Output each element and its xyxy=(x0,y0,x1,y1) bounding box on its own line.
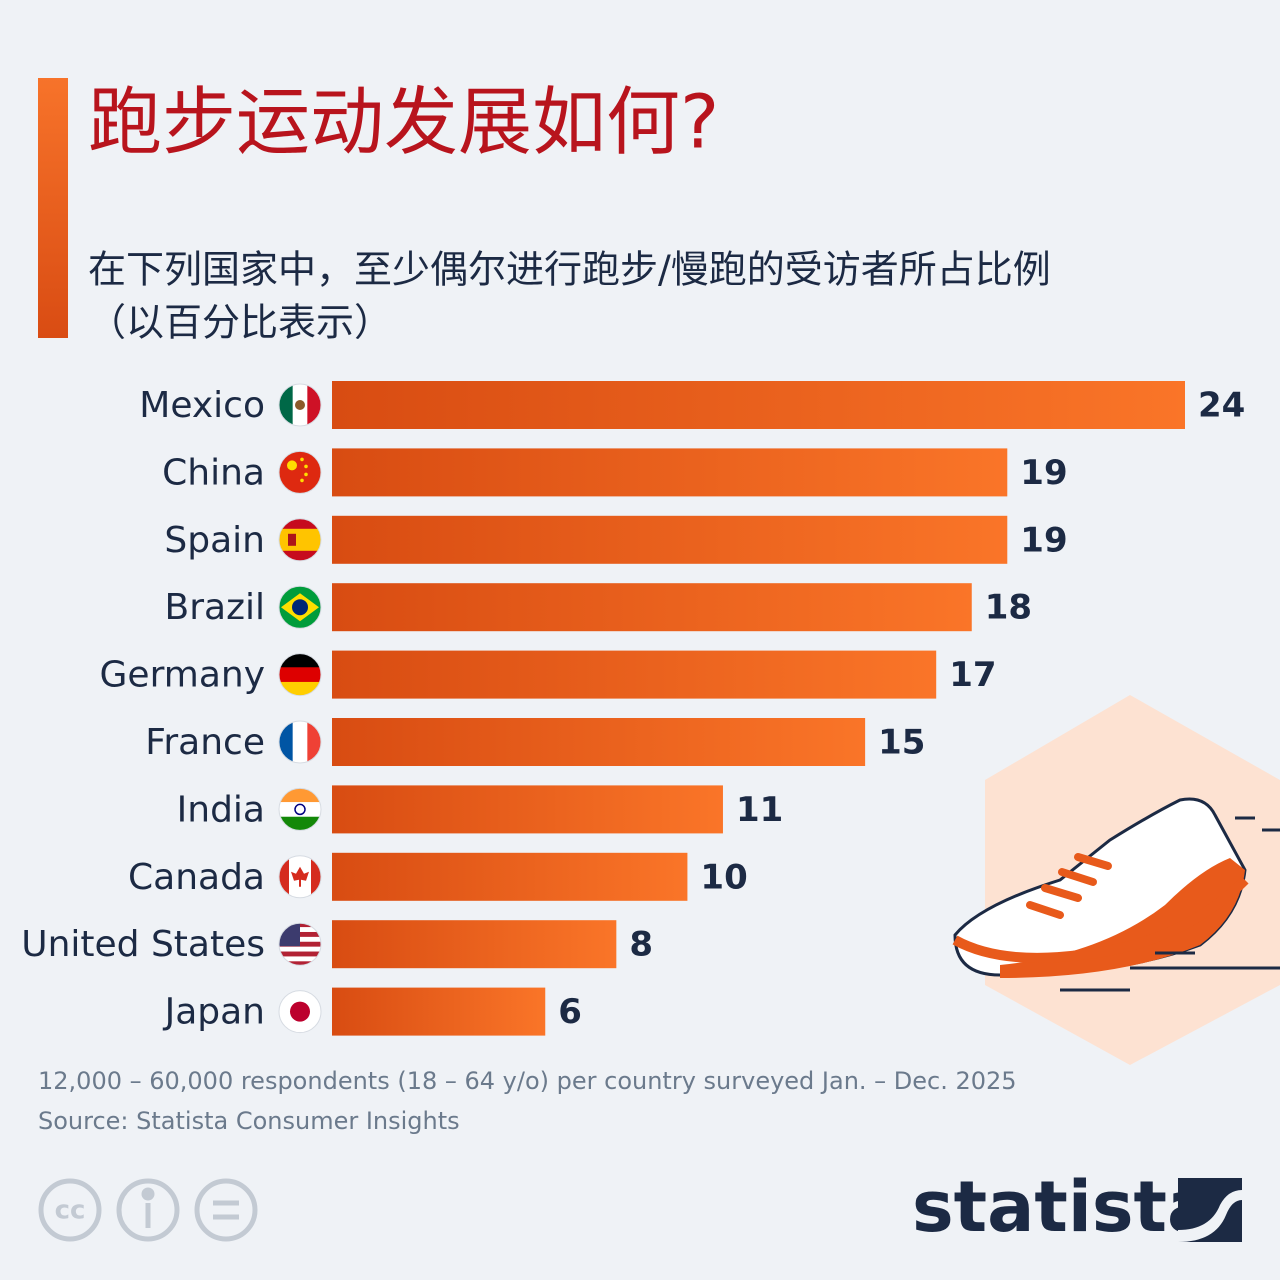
flag-stripe xyxy=(279,961,321,966)
flag xyxy=(279,518,321,561)
flag-stripe xyxy=(279,802,321,818)
source: Source: Statista Consumer Insights xyxy=(38,1107,460,1135)
flag-stripe xyxy=(279,951,321,957)
flag-stripe xyxy=(279,788,321,803)
flag xyxy=(279,990,321,1033)
category-label: China xyxy=(162,452,265,493)
flag-border xyxy=(278,585,322,629)
flag-stripe xyxy=(311,855,321,898)
subtitle: 在下列国家中，至少偶尔进行跑步/慢跑的受访者所占比例 xyxy=(88,248,1051,292)
bar xyxy=(332,920,617,969)
flag-star xyxy=(300,457,304,462)
flag-stripe xyxy=(279,518,321,530)
flag-star xyxy=(304,472,308,477)
bar xyxy=(332,448,1008,497)
value-label: 10 xyxy=(700,857,747,897)
value-label: 11 xyxy=(736,790,783,830)
category-label: Mexico xyxy=(139,385,265,426)
category-label: France xyxy=(145,722,265,763)
flag-stripe xyxy=(279,667,321,683)
category-label: Brazil xyxy=(165,587,265,628)
subtitle: （以百分比表示） xyxy=(88,301,392,345)
flag-border xyxy=(278,518,322,562)
bar xyxy=(332,381,1185,429)
flag-border xyxy=(278,383,322,427)
license-text: cc xyxy=(55,1196,86,1226)
value-label: 24 xyxy=(1198,386,1245,426)
value-label: 19 xyxy=(1020,453,1067,493)
accent-stripe xyxy=(38,78,68,338)
flag-globe xyxy=(292,599,308,616)
flag xyxy=(279,788,321,831)
value-label: 18 xyxy=(985,588,1032,628)
flag-stripe xyxy=(279,539,321,552)
flag-stripe xyxy=(307,721,321,763)
bar xyxy=(332,987,546,1036)
flag-stripe xyxy=(279,855,290,898)
flag xyxy=(279,653,321,696)
flag-stripe xyxy=(279,956,321,962)
category-label: Spain xyxy=(164,520,265,561)
flag-stripe xyxy=(279,946,321,953)
flag-emblem xyxy=(295,400,305,410)
value-label: 17 xyxy=(949,655,996,695)
bar xyxy=(332,718,866,766)
flag-star xyxy=(300,478,304,483)
flag xyxy=(279,384,321,426)
flag xyxy=(279,586,321,629)
flag-stripe xyxy=(292,721,308,763)
flag-stripe xyxy=(279,681,321,696)
flag-border xyxy=(278,922,322,966)
flag-border xyxy=(278,787,322,831)
shoe-illustration xyxy=(952,695,1280,1065)
flag-border xyxy=(278,720,322,764)
flag-stripe xyxy=(279,384,294,426)
category-label: Japan xyxy=(163,992,265,1033)
category-label: India xyxy=(177,789,265,830)
footnote: 12,000 – 60,000 respondents (18 – 64 y/o… xyxy=(38,1067,1017,1095)
flag xyxy=(279,451,321,494)
flag-border xyxy=(278,855,322,899)
flag-leaf xyxy=(291,866,309,887)
value-label: 8 xyxy=(629,925,653,965)
category-label: Germany xyxy=(100,655,265,696)
flag-wheel xyxy=(294,803,306,816)
flag-star xyxy=(304,464,308,469)
flag-emblem xyxy=(288,533,296,546)
chart-title: 跑步运动发展如何? xyxy=(88,80,719,166)
category-label: United States xyxy=(21,924,265,965)
license-icons xyxy=(38,1178,258,1242)
bar xyxy=(332,650,937,699)
flag-stripe xyxy=(279,653,321,668)
flag xyxy=(279,855,321,898)
flag-field xyxy=(279,451,321,494)
flag xyxy=(279,721,321,763)
flag-stripe xyxy=(279,550,321,561)
flag-stripe xyxy=(307,384,321,426)
flag-star xyxy=(287,460,297,471)
value-label: 19 xyxy=(1020,520,1067,560)
flag-border xyxy=(278,450,322,494)
flag-border xyxy=(278,653,322,697)
flag-stripe xyxy=(279,816,321,831)
value-label: 6 xyxy=(558,992,582,1032)
bar xyxy=(332,583,972,632)
bar xyxy=(332,515,1008,564)
logo: statista xyxy=(912,1166,1214,1248)
flag-stripe xyxy=(279,528,321,541)
logo-mark xyxy=(1178,1178,1242,1242)
flag-border xyxy=(278,990,322,1034)
flag-sun xyxy=(290,1001,310,1022)
flag-stripe xyxy=(279,721,294,763)
category-label: Canada xyxy=(128,857,265,898)
value-label: 15 xyxy=(878,723,925,763)
bar xyxy=(332,785,723,834)
bar xyxy=(332,852,688,901)
